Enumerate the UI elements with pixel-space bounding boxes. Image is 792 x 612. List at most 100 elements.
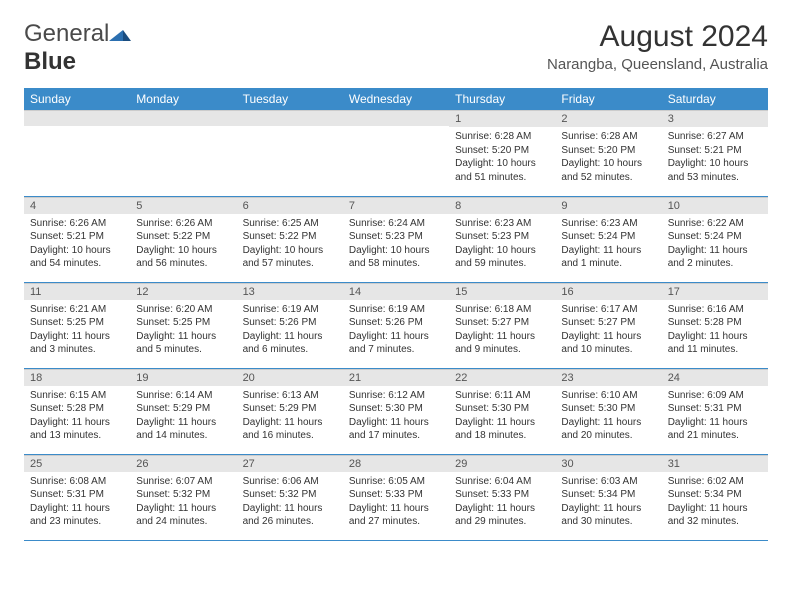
day-number: 22 [449, 369, 555, 386]
calendar-cell: 23Sunrise: 6:10 AMSunset: 5:30 PMDayligh… [555, 368, 661, 454]
calendar-cell: 6Sunrise: 6:25 AMSunset: 5:22 PMDaylight… [237, 196, 343, 282]
calendar-cell: 10Sunrise: 6:22 AMSunset: 5:24 PMDayligh… [662, 196, 768, 282]
calendar-cell: 22Sunrise: 6:11 AMSunset: 5:30 PMDayligh… [449, 368, 555, 454]
calendar-cell: 28Sunrise: 6:05 AMSunset: 5:33 PMDayligh… [343, 454, 449, 540]
calendar-cell: 15Sunrise: 6:18 AMSunset: 5:27 PMDayligh… [449, 282, 555, 368]
calendar-cell: 19Sunrise: 6:14 AMSunset: 5:29 PMDayligh… [130, 368, 236, 454]
day-content: Sunrise: 6:09 AMSunset: 5:31 PMDaylight:… [662, 386, 768, 446]
weekday-header: Tuesday [237, 88, 343, 110]
calendar-cell: 14Sunrise: 6:19 AMSunset: 5:26 PMDayligh… [343, 282, 449, 368]
day-content: Sunrise: 6:23 AMSunset: 5:24 PMDaylight:… [555, 214, 661, 274]
calendar-row: 18Sunrise: 6:15 AMSunset: 5:28 PMDayligh… [24, 368, 768, 454]
day-content: Sunrise: 6:19 AMSunset: 5:26 PMDaylight:… [237, 300, 343, 360]
day-number: 18 [24, 369, 130, 386]
day-content: Sunrise: 6:26 AMSunset: 5:21 PMDaylight:… [24, 214, 130, 274]
day-number: 5 [130, 197, 236, 214]
calendar-row: 11Sunrise: 6:21 AMSunset: 5:25 PMDayligh… [24, 282, 768, 368]
calendar-cell: 4Sunrise: 6:26 AMSunset: 5:21 PMDaylight… [24, 196, 130, 282]
calendar-cell: 1Sunrise: 6:28 AMSunset: 5:20 PMDaylight… [449, 110, 555, 196]
day-number: 7 [343, 197, 449, 214]
day-content: Sunrise: 6:05 AMSunset: 5:33 PMDaylight:… [343, 472, 449, 532]
day-number: 31 [662, 455, 768, 472]
calendar-cell: 25Sunrise: 6:08 AMSunset: 5:31 PMDayligh… [24, 454, 130, 540]
day-number: 28 [343, 455, 449, 472]
logo-text: General Blue [24, 20, 131, 76]
calendar-cell [237, 110, 343, 196]
day-content: Sunrise: 6:25 AMSunset: 5:22 PMDaylight:… [237, 214, 343, 274]
day-content: Sunrise: 6:12 AMSunset: 5:30 PMDaylight:… [343, 386, 449, 446]
day-content: Sunrise: 6:24 AMSunset: 5:23 PMDaylight:… [343, 214, 449, 274]
day-number: 8 [449, 197, 555, 214]
title-block: August 2024 Narangba, Queensland, Austra… [547, 20, 768, 73]
day-number: 9 [555, 197, 661, 214]
empty-day-header [237, 110, 343, 126]
day-number: 17 [662, 283, 768, 300]
weekday-header: Thursday [449, 88, 555, 110]
day-content: Sunrise: 6:07 AMSunset: 5:32 PMDaylight:… [130, 472, 236, 532]
day-content: Sunrise: 6:03 AMSunset: 5:34 PMDaylight:… [555, 472, 661, 532]
calendar-cell: 20Sunrise: 6:13 AMSunset: 5:29 PMDayligh… [237, 368, 343, 454]
empty-day-header [343, 110, 449, 126]
calendar-cell: 9Sunrise: 6:23 AMSunset: 5:24 PMDaylight… [555, 196, 661, 282]
calendar-head: SundayMondayTuesdayWednesdayThursdayFrid… [24, 88, 768, 110]
weekday-header: Monday [130, 88, 236, 110]
day-content: Sunrise: 6:10 AMSunset: 5:30 PMDaylight:… [555, 386, 661, 446]
calendar-cell: 24Sunrise: 6:09 AMSunset: 5:31 PMDayligh… [662, 368, 768, 454]
logo: General Blue [24, 20, 131, 76]
calendar-cell: 12Sunrise: 6:20 AMSunset: 5:25 PMDayligh… [130, 282, 236, 368]
day-content: Sunrise: 6:20 AMSunset: 5:25 PMDaylight:… [130, 300, 236, 360]
day-content: Sunrise: 6:22 AMSunset: 5:24 PMDaylight:… [662, 214, 768, 274]
header: General Blue August 2024 Narangba, Queen… [24, 20, 768, 76]
weekday-header: Sunday [24, 88, 130, 110]
day-content: Sunrise: 6:06 AMSunset: 5:32 PMDaylight:… [237, 472, 343, 532]
calendar-row: 1Sunrise: 6:28 AMSunset: 5:20 PMDaylight… [24, 110, 768, 196]
empty-day-header [24, 110, 130, 126]
month-title: August 2024 [547, 20, 768, 54]
day-content: Sunrise: 6:14 AMSunset: 5:29 PMDaylight:… [130, 386, 236, 446]
day-content: Sunrise: 6:28 AMSunset: 5:20 PMDaylight:… [449, 127, 555, 187]
day-number: 21 [343, 369, 449, 386]
logo-triangle-icon [109, 25, 131, 41]
calendar-cell: 13Sunrise: 6:19 AMSunset: 5:26 PMDayligh… [237, 282, 343, 368]
calendar-cell: 26Sunrise: 6:07 AMSunset: 5:32 PMDayligh… [130, 454, 236, 540]
day-number: 27 [237, 455, 343, 472]
logo-text-1: General [24, 20, 109, 47]
day-content: Sunrise: 6:11 AMSunset: 5:30 PMDaylight:… [449, 386, 555, 446]
calendar-cell: 8Sunrise: 6:23 AMSunset: 5:23 PMDaylight… [449, 196, 555, 282]
day-content: Sunrise: 6:04 AMSunset: 5:33 PMDaylight:… [449, 472, 555, 532]
day-number: 11 [24, 283, 130, 300]
day-number: 20 [237, 369, 343, 386]
weekday-header: Wednesday [343, 88, 449, 110]
day-number: 25 [24, 455, 130, 472]
day-number: 12 [130, 283, 236, 300]
calendar-cell: 17Sunrise: 6:16 AMSunset: 5:28 PMDayligh… [662, 282, 768, 368]
day-content: Sunrise: 6:15 AMSunset: 5:28 PMDaylight:… [24, 386, 130, 446]
day-content: Sunrise: 6:26 AMSunset: 5:22 PMDaylight:… [130, 214, 236, 274]
day-content: Sunrise: 6:08 AMSunset: 5:31 PMDaylight:… [24, 472, 130, 532]
calendar-cell: 18Sunrise: 6:15 AMSunset: 5:28 PMDayligh… [24, 368, 130, 454]
day-content: Sunrise: 6:27 AMSunset: 5:21 PMDaylight:… [662, 127, 768, 187]
day-content: Sunrise: 6:19 AMSunset: 5:26 PMDaylight:… [343, 300, 449, 360]
day-number: 15 [449, 283, 555, 300]
day-number: 1 [449, 110, 555, 127]
calendar-cell: 30Sunrise: 6:03 AMSunset: 5:34 PMDayligh… [555, 454, 661, 540]
day-content: Sunrise: 6:28 AMSunset: 5:20 PMDaylight:… [555, 127, 661, 187]
day-number: 2 [555, 110, 661, 127]
day-content: Sunrise: 6:21 AMSunset: 5:25 PMDaylight:… [24, 300, 130, 360]
calendar-row: 25Sunrise: 6:08 AMSunset: 5:31 PMDayligh… [24, 454, 768, 540]
calendar-row: 4Sunrise: 6:26 AMSunset: 5:21 PMDaylight… [24, 196, 768, 282]
calendar-cell [130, 110, 236, 196]
day-number: 4 [24, 197, 130, 214]
day-content: Sunrise: 6:13 AMSunset: 5:29 PMDaylight:… [237, 386, 343, 446]
calendar-cell: 11Sunrise: 6:21 AMSunset: 5:25 PMDayligh… [24, 282, 130, 368]
day-number: 13 [237, 283, 343, 300]
calendar-body: 1Sunrise: 6:28 AMSunset: 5:20 PMDaylight… [24, 110, 768, 540]
calendar-cell: 31Sunrise: 6:02 AMSunset: 5:34 PMDayligh… [662, 454, 768, 540]
calendar-cell: 27Sunrise: 6:06 AMSunset: 5:32 PMDayligh… [237, 454, 343, 540]
calendar-cell: 29Sunrise: 6:04 AMSunset: 5:33 PMDayligh… [449, 454, 555, 540]
day-number: 23 [555, 369, 661, 386]
location-text: Narangba, Queensland, Australia [547, 56, 768, 73]
day-content: Sunrise: 6:16 AMSunset: 5:28 PMDaylight:… [662, 300, 768, 360]
empty-day-header [130, 110, 236, 126]
calendar-cell: 5Sunrise: 6:26 AMSunset: 5:22 PMDaylight… [130, 196, 236, 282]
